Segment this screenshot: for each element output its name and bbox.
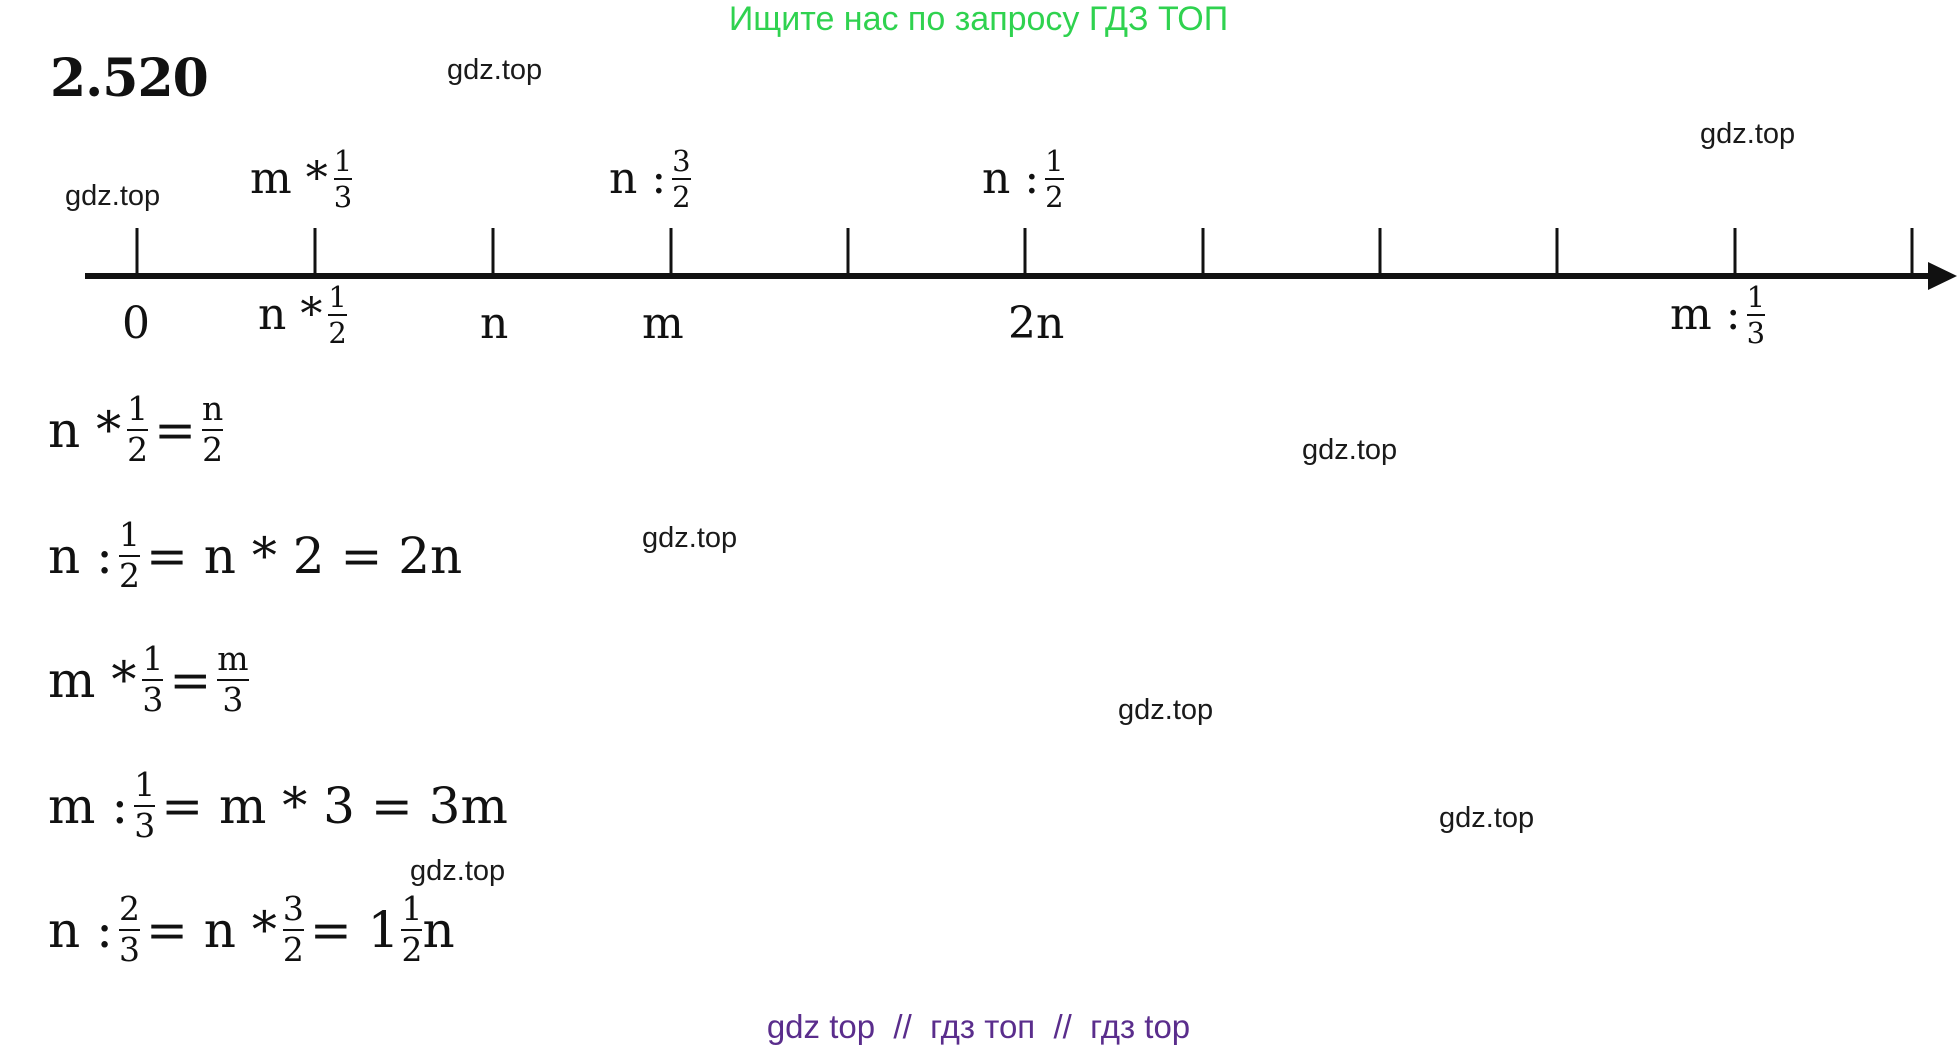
label-2n: 2n: [1008, 298, 1065, 349]
watermark: gdz.top: [642, 522, 738, 554]
watermark: gdz.top: [410, 855, 506, 887]
number-line-arrow: [1928, 262, 1957, 290]
watermark: gdz.top: [1302, 434, 1398, 466]
problem-number: 2.520: [50, 48, 209, 109]
watermark: gdz.top: [65, 180, 161, 212]
watermark: gdz.top: [447, 54, 543, 86]
watermark: gdz.top: [1439, 802, 1535, 834]
watermark: gdz.top: [1700, 118, 1796, 150]
label-n: n: [480, 298, 509, 349]
label-m: m: [642, 298, 684, 349]
watermark: gdz.top: [1118, 694, 1214, 726]
promo-header: Ищите нас по запросу ГДЗ ТОП: [728, 0, 1229, 38]
footer-links: gdz top // гдз топ // гдз top: [766, 1008, 1191, 1045]
label-zero: 0: [122, 298, 150, 349]
